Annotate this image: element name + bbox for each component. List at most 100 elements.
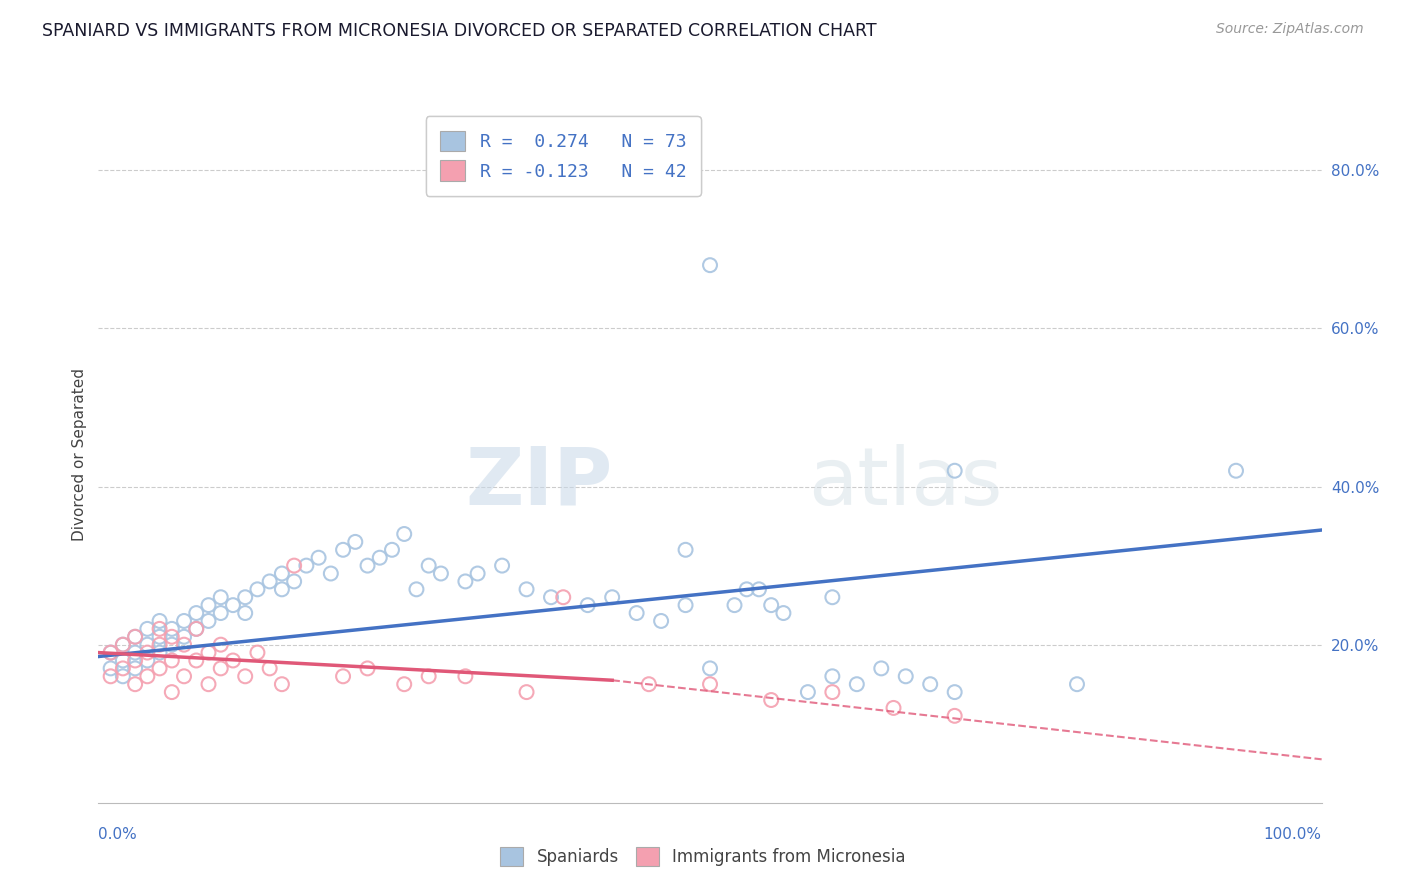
Point (100, 661, 122, 675)
Point (821, 669, 844, 683)
Point (124, 653, 146, 667)
Point (124, 646, 146, 660)
Point (515, 685, 537, 699)
Y-axis label: Divorced or Separated: Divorced or Separated (72, 368, 87, 541)
Point (149, 646, 172, 660)
Text: 0.0%: 0.0% (98, 827, 138, 841)
Point (233, 606, 256, 620)
Point (308, 550, 330, 565)
Legend: R =  0.274   N = 73, R = -0.123   N = 42: R = 0.274 N = 73, R = -0.123 N = 42 (426, 116, 700, 195)
Point (149, 614, 172, 628)
Point (222, 598, 245, 612)
Point (136, 646, 159, 660)
Point (124, 630, 146, 644)
Point (332, 542, 354, 557)
Point (149, 661, 172, 675)
Point (259, 574, 281, 589)
Point (295, 558, 318, 573)
Point (943, 685, 966, 699)
Point (699, 661, 721, 675)
Point (368, 550, 391, 565)
Point (870, 661, 893, 675)
Point (772, 606, 794, 620)
Point (246, 582, 269, 597)
Point (883, 701, 905, 715)
Point (173, 614, 195, 628)
Point (540, 591, 562, 605)
Point (197, 677, 219, 691)
Point (515, 582, 537, 597)
Point (748, 582, 770, 597)
Point (209, 591, 232, 605)
Point (344, 534, 367, 549)
Point (197, 646, 219, 660)
Point (675, 598, 697, 612)
Point (650, 614, 672, 628)
Point (761, 598, 783, 612)
Point (160, 630, 183, 644)
Point (246, 646, 269, 660)
Point (319, 566, 342, 581)
Point (392, 677, 416, 691)
Point (100, 646, 122, 660)
Point (699, 677, 721, 691)
Point (124, 677, 146, 691)
Point (381, 542, 404, 557)
Point (270, 566, 294, 581)
Point (454, 574, 477, 589)
Point (467, 566, 489, 581)
Point (675, 542, 697, 557)
Point (149, 630, 172, 644)
Point (259, 661, 281, 675)
Point (418, 669, 440, 683)
Point (553, 591, 575, 605)
Point (136, 638, 159, 652)
Point (821, 591, 844, 605)
Point (160, 653, 183, 667)
Point (160, 685, 183, 699)
Point (136, 622, 159, 636)
Point (173, 638, 195, 652)
Point (222, 653, 245, 667)
Point (100, 669, 122, 683)
Point (418, 558, 440, 573)
Point (637, 677, 661, 691)
Point (186, 653, 208, 667)
Point (699, 258, 721, 272)
Point (735, 582, 758, 597)
Text: Source: ZipAtlas.com: Source: ZipAtlas.com (1216, 22, 1364, 37)
Point (270, 582, 294, 597)
Point (111, 638, 134, 652)
Point (233, 591, 256, 605)
Point (160, 638, 183, 652)
Point (149, 638, 172, 652)
Point (197, 614, 219, 628)
Point (1066, 677, 1088, 691)
Point (186, 622, 208, 636)
Point (1225, 464, 1247, 478)
Point (270, 677, 294, 691)
Point (392, 527, 416, 541)
Point (430, 566, 453, 581)
Point (173, 669, 195, 683)
Point (454, 669, 477, 683)
Text: ZIP: ZIP (465, 443, 612, 522)
Point (894, 669, 917, 683)
Point (821, 685, 844, 699)
Point (111, 653, 134, 667)
Point (576, 598, 599, 612)
Point (100, 646, 122, 660)
Point (356, 558, 378, 573)
Point (124, 630, 146, 644)
Text: SPANIARD VS IMMIGRANTS FROM MICRONESIA DIVORCED OR SEPARATED CORRELATION CHART: SPANIARD VS IMMIGRANTS FROM MICRONESIA D… (42, 22, 877, 40)
Point (723, 598, 745, 612)
Point (209, 638, 232, 652)
Text: atlas: atlas (808, 443, 1002, 522)
Point (797, 685, 820, 699)
Point (111, 669, 134, 683)
Point (209, 661, 232, 675)
Point (356, 661, 378, 675)
Point (111, 661, 134, 675)
Point (600, 591, 623, 605)
Point (491, 558, 513, 573)
